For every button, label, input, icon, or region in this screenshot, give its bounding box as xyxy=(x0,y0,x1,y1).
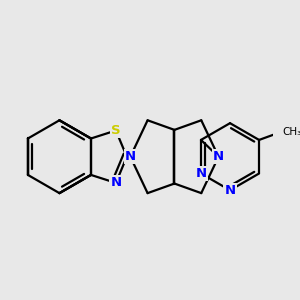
Text: S: S xyxy=(111,124,121,137)
Text: N: N xyxy=(125,150,136,163)
Text: N: N xyxy=(224,184,236,197)
Text: CH₃: CH₃ xyxy=(282,127,300,137)
Text: N: N xyxy=(195,167,206,180)
Text: N: N xyxy=(213,150,224,163)
Text: N: N xyxy=(110,176,122,189)
